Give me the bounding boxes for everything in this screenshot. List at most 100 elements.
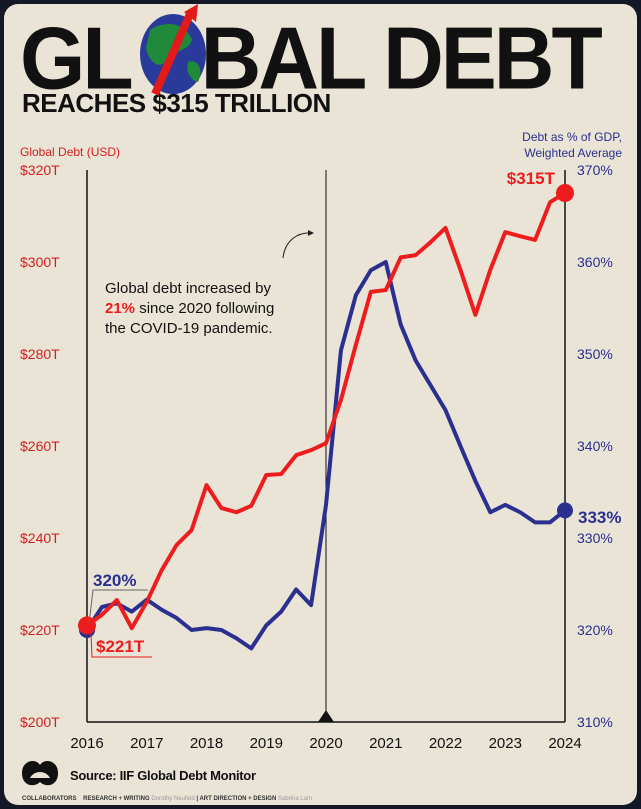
year-2020-marker-triangle: [318, 710, 334, 722]
gdp-data-point: [101, 606, 103, 608]
infographic-card: GL BAL DEBT REACHES $315 TRILLION Global …: [4, 4, 637, 805]
research-name: Dorothy Neufeld: [151, 796, 195, 802]
debt-data-point: [146, 601, 148, 603]
research-label: RESEARCH + WRITING: [83, 796, 150, 802]
x-tick-label: 2016: [70, 735, 103, 752]
gdp-data-point: [445, 409, 446, 411]
debt-data-point: [220, 507, 222, 509]
left-tick-label: $200T: [20, 714, 60, 730]
gdp-data-point: [549, 521, 551, 523]
x-tick-label: 2021: [369, 735, 402, 752]
gdp-data-point: [146, 599, 148, 601]
debt-data-point: [415, 254, 417, 256]
gdp-data-point: [280, 611, 282, 613]
left-tick-label: $280T: [20, 346, 60, 362]
x-tick-label: 2017: [130, 735, 163, 752]
gdp-start-leader: [88, 589, 148, 625]
gdp-end-label: 333%: [578, 508, 621, 527]
gdp-data-point: [295, 589, 297, 591]
gdp-data-point: [474, 480, 476, 482]
debt-data-point: [161, 569, 163, 571]
debt-data-point: [265, 474, 267, 476]
debt-data-point: [400, 256, 402, 258]
gdp-data-point: [191, 629, 193, 631]
annotation: Global debt increased by 21% since 2020 …: [105, 230, 314, 337]
debt-data-point: [534, 239, 536, 241]
gdp-data-point: [370, 269, 372, 271]
gdp-data-point: [400, 324, 402, 326]
gdp-data-point: [415, 359, 417, 361]
debt-end-dot: [556, 184, 574, 202]
x-tick-label: 2019: [250, 735, 283, 752]
x-tick-label: 2024: [548, 735, 581, 752]
x-tick-label: 2018: [190, 735, 223, 752]
left-axis-label: Global Debt (USD): [20, 145, 120, 159]
gdp-data-point: [265, 624, 267, 626]
gdp-data-point: [385, 261, 387, 263]
debt-data-point: [430, 241, 432, 243]
right-axis-label-line2: Weighted Average: [524, 146, 622, 160]
gdp-data-point: [459, 445, 461, 447]
x-tick-label: 2022: [429, 735, 462, 752]
left-tick-label: $320T: [20, 162, 60, 178]
debt-data-point: [549, 201, 551, 203]
right-tick-label: 310%: [577, 714, 613, 730]
globe-with-red-arrow-icon: [140, 4, 206, 96]
gdp-data-point: [220, 629, 222, 631]
right-tick-label: 320%: [577, 622, 613, 638]
left-tick-label: $260T: [20, 438, 60, 454]
debt-data-point: [474, 314, 476, 316]
gdp-data-point: [235, 637, 237, 639]
right-tick-label: 340%: [577, 438, 613, 454]
debt-data-point: [310, 449, 312, 451]
right-tick-label: 370%: [577, 162, 613, 178]
gdp-data-point: [519, 511, 521, 513]
debt-data-point: [340, 399, 342, 401]
gdp-data-point: [206, 627, 207, 629]
debt-end-label: $315T: [507, 169, 556, 188]
debt-data-point: [116, 599, 118, 601]
visual-capitalist-logo-icon: [22, 761, 58, 786]
annotation-highlight: 21%: [105, 300, 135, 317]
gdp-data-point: [355, 294, 357, 296]
debt-data-point: [325, 442, 327, 444]
debt-data-point: [295, 454, 297, 456]
annotation-arrowhead: [308, 230, 314, 236]
gdp-data-point: [489, 511, 491, 513]
chart: Global Debt (USD) Debt as % of GDP, Weig…: [20, 4, 622, 786]
gdp-start-label: 320%: [93, 571, 136, 590]
gdp-data-point: [430, 384, 432, 386]
gdp-data-point: [325, 504, 327, 506]
gdp-data-point: [250, 647, 252, 649]
debt-data-point: [191, 529, 193, 531]
debt-data-point: [355, 344, 357, 346]
gdp-data-point: [161, 609, 163, 611]
debt-start-leader: [90, 633, 152, 658]
page-title: GL BAL DEBT: [20, 6, 603, 111]
gdp-data-point: [116, 602, 118, 604]
debt-data-point: [459, 269, 461, 271]
gdp-end-dot: [557, 502, 573, 519]
gdp-data-point: [340, 349, 342, 351]
debt-data-point: [504, 231, 506, 233]
gdp-data-point: [534, 521, 536, 523]
right-tick-label: 330%: [577, 530, 613, 546]
debt-data-point: [445, 227, 446, 229]
debt-start-label: $221T: [96, 637, 145, 656]
debt-data-point: [385, 289, 387, 291]
x-tick-label: 2020: [309, 735, 342, 752]
gdp-data-point: [310, 604, 312, 606]
title-part-right: BAL DEBT: [200, 8, 603, 108]
annotation-line1: Global debt increased by: [105, 280, 271, 297]
annotation-line3: the COVID-19 pandemic.: [105, 320, 273, 337]
left-tick-label: $220T: [20, 622, 60, 638]
debt-data-point: [176, 544, 178, 546]
debt-data-point: [206, 484, 207, 486]
debt-data-point: [131, 627, 133, 629]
right-tick-label: 360%: [577, 254, 613, 270]
credits: COLLABORATORS RESEARCH + WRITING Dorothy…: [22, 796, 313, 802]
annotation-arrow: [282, 232, 313, 259]
right-axis-label-line1: Debt as % of GDP,: [522, 130, 622, 144]
title-part-left: GL: [20, 8, 134, 108]
debt-data-point: [519, 235, 521, 237]
